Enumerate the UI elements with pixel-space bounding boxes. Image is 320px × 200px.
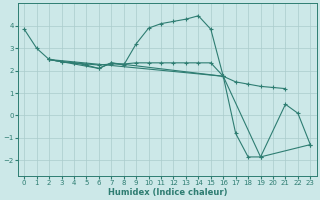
X-axis label: Humidex (Indice chaleur): Humidex (Indice chaleur) [108,188,227,197]
